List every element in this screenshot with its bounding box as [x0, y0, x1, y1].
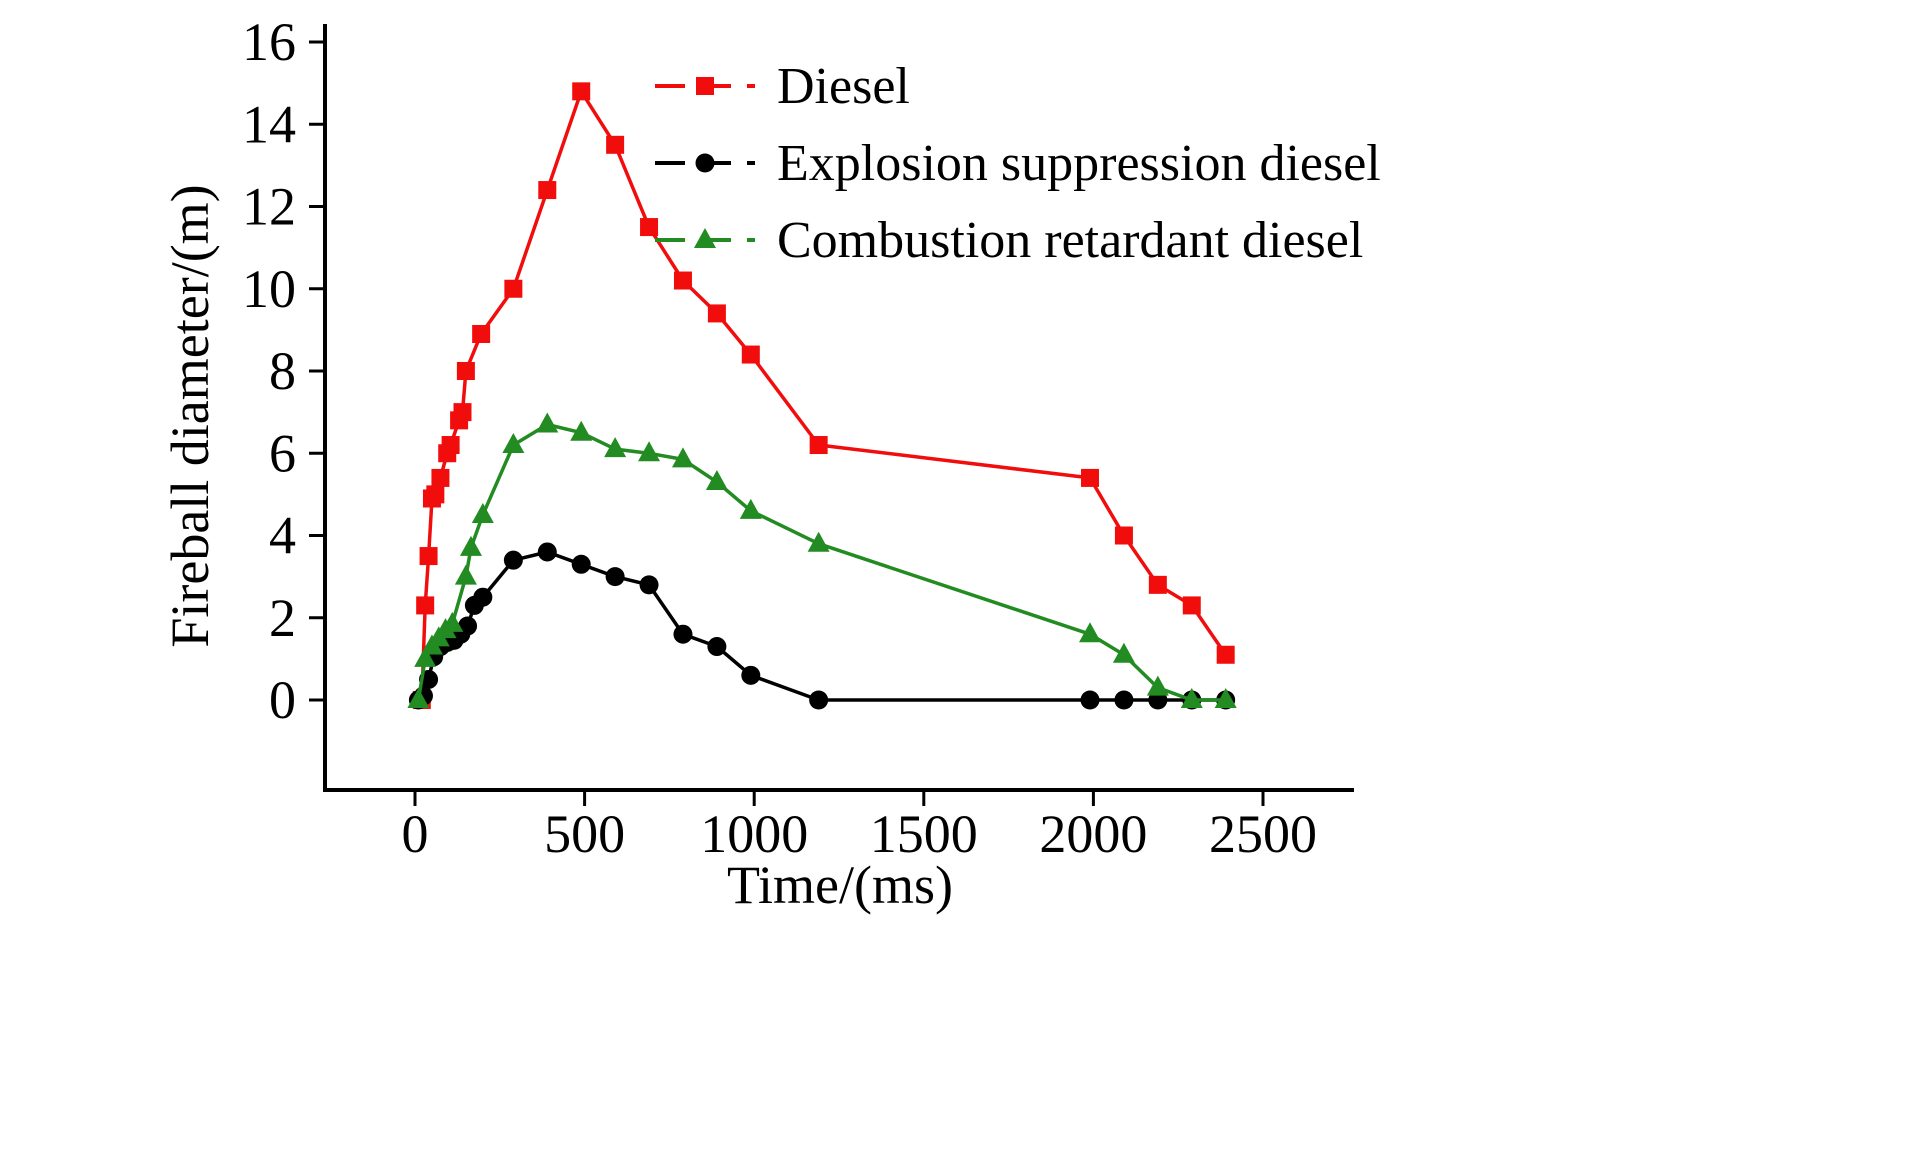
marker-circle-icon	[639, 575, 659, 595]
y-tick-label: 8	[269, 341, 296, 401]
marker-triangle-icon	[441, 611, 464, 632]
legend-label: Explosion suppression diesel	[777, 135, 1381, 192]
y-tick-label: 14	[242, 94, 296, 154]
series-combustion-retardant-diesel	[407, 412, 1237, 708]
marker-triangle-icon	[1112, 642, 1135, 663]
marker-triangle-icon	[638, 441, 661, 462]
marker-square-icon	[606, 135, 625, 154]
marker-triangle-icon	[536, 412, 559, 433]
axes: 0 500 1000 1500 2000 2500 0 2 4 6 8 10 12 14 16	[242, 12, 1354, 864]
marker-circle-icon	[473, 587, 493, 607]
marker-square-icon	[538, 181, 557, 200]
marker-triangle-icon	[1146, 675, 1169, 696]
marker-triangle-icon	[570, 420, 593, 441]
marker-triangle-icon	[1079, 622, 1102, 643]
marker-triangle-icon	[671, 447, 694, 468]
y-tick-label: 16	[242, 12, 296, 72]
marker-square-icon	[453, 403, 472, 422]
marker-square-icon	[707, 304, 726, 323]
marker-square-icon	[673, 271, 692, 290]
legend-label: Diesel	[777, 58, 910, 115]
legend: Diesel Explosion suppression diesel Combus…	[655, 58, 1381, 269]
series-line	[417, 550, 1226, 702]
marker-square-icon	[1182, 596, 1201, 615]
y-tick-label: 2	[269, 588, 296, 648]
marker-circle-icon	[537, 542, 557, 562]
marker-circle-icon	[1080, 690, 1100, 710]
marker-circle-icon	[1114, 690, 1134, 710]
marker-triangle-icon	[694, 228, 716, 248]
marker-square-icon	[1081, 468, 1100, 487]
marker-circle-icon	[695, 153, 715, 173]
y-tick-label: 10	[242, 259, 296, 319]
marker-square-icon	[504, 279, 523, 298]
legend-label: Combustion retardant diesel	[777, 212, 1363, 269]
marker-square-icon	[456, 362, 475, 380]
marker-square-icon	[640, 218, 659, 237]
series-explosion-suppression-diesel	[408, 542, 1236, 710]
marker-triangle-icon	[471, 502, 494, 523]
y-tick-label: 6	[269, 423, 296, 483]
marker-square-icon	[696, 77, 714, 95]
marker-square-icon	[431, 468, 450, 487]
marker-triangle-icon	[459, 535, 482, 556]
marker-square-icon	[1216, 645, 1235, 664]
marker-square-icon	[1148, 575, 1167, 594]
marker-triangle-icon	[705, 470, 728, 491]
marker-circle-icon	[673, 624, 693, 644]
marker-triangle-icon	[604, 437, 627, 458]
series-line	[416, 422, 1226, 702]
series-layer	[407, 82, 1237, 710]
x-tick-label: 1000	[700, 804, 808, 864]
marker-circle-icon	[809, 690, 829, 710]
marker-triangle-icon	[407, 688, 430, 708]
x-axis-title: Time/(ms)	[727, 855, 953, 915]
marker-circle-icon	[571, 554, 591, 574]
marker-circle-icon	[458, 616, 478, 636]
marker-circle-icon	[605, 567, 625, 587]
marker-square-icon	[426, 485, 445, 504]
marker-square-icon	[1114, 526, 1133, 545]
series-diesel	[412, 82, 1235, 709]
marker-triangle-icon	[1214, 688, 1237, 708]
marker-square-icon	[419, 547, 438, 566]
x-tick-label: 1500	[870, 804, 978, 864]
marker-square-icon	[741, 345, 760, 364]
x-tick-label: 2500	[1209, 804, 1317, 864]
marker-square-icon	[472, 324, 491, 343]
marker-square-icon	[416, 596, 435, 615]
y-tick-label: 12	[242, 177, 296, 237]
marker-circle-icon	[707, 637, 727, 657]
marker-triangle-icon	[807, 531, 830, 552]
marker-square-icon	[572, 82, 591, 101]
marker-square-icon	[441, 436, 460, 455]
x-tick-label: 500	[544, 804, 625, 864]
marker-triangle-icon	[1180, 688, 1203, 708]
y-tick-label: 4	[269, 506, 296, 566]
marker-triangle-icon	[454, 564, 477, 585]
marker-circle-icon	[503, 550, 523, 570]
y-tick-label: 0	[269, 670, 296, 730]
marker-circle-icon	[741, 665, 761, 685]
marker-triangle-icon	[502, 433, 525, 454]
marker-square-icon	[809, 436, 828, 455]
x-tick-label: 2000	[1039, 804, 1147, 864]
marker-triangle-icon	[414, 646, 437, 667]
x-tick-label: 0	[402, 804, 429, 864]
y-axis-title: Fireball diameter/(m)	[160, 184, 220, 647]
marker-triangle-icon	[739, 498, 762, 519]
